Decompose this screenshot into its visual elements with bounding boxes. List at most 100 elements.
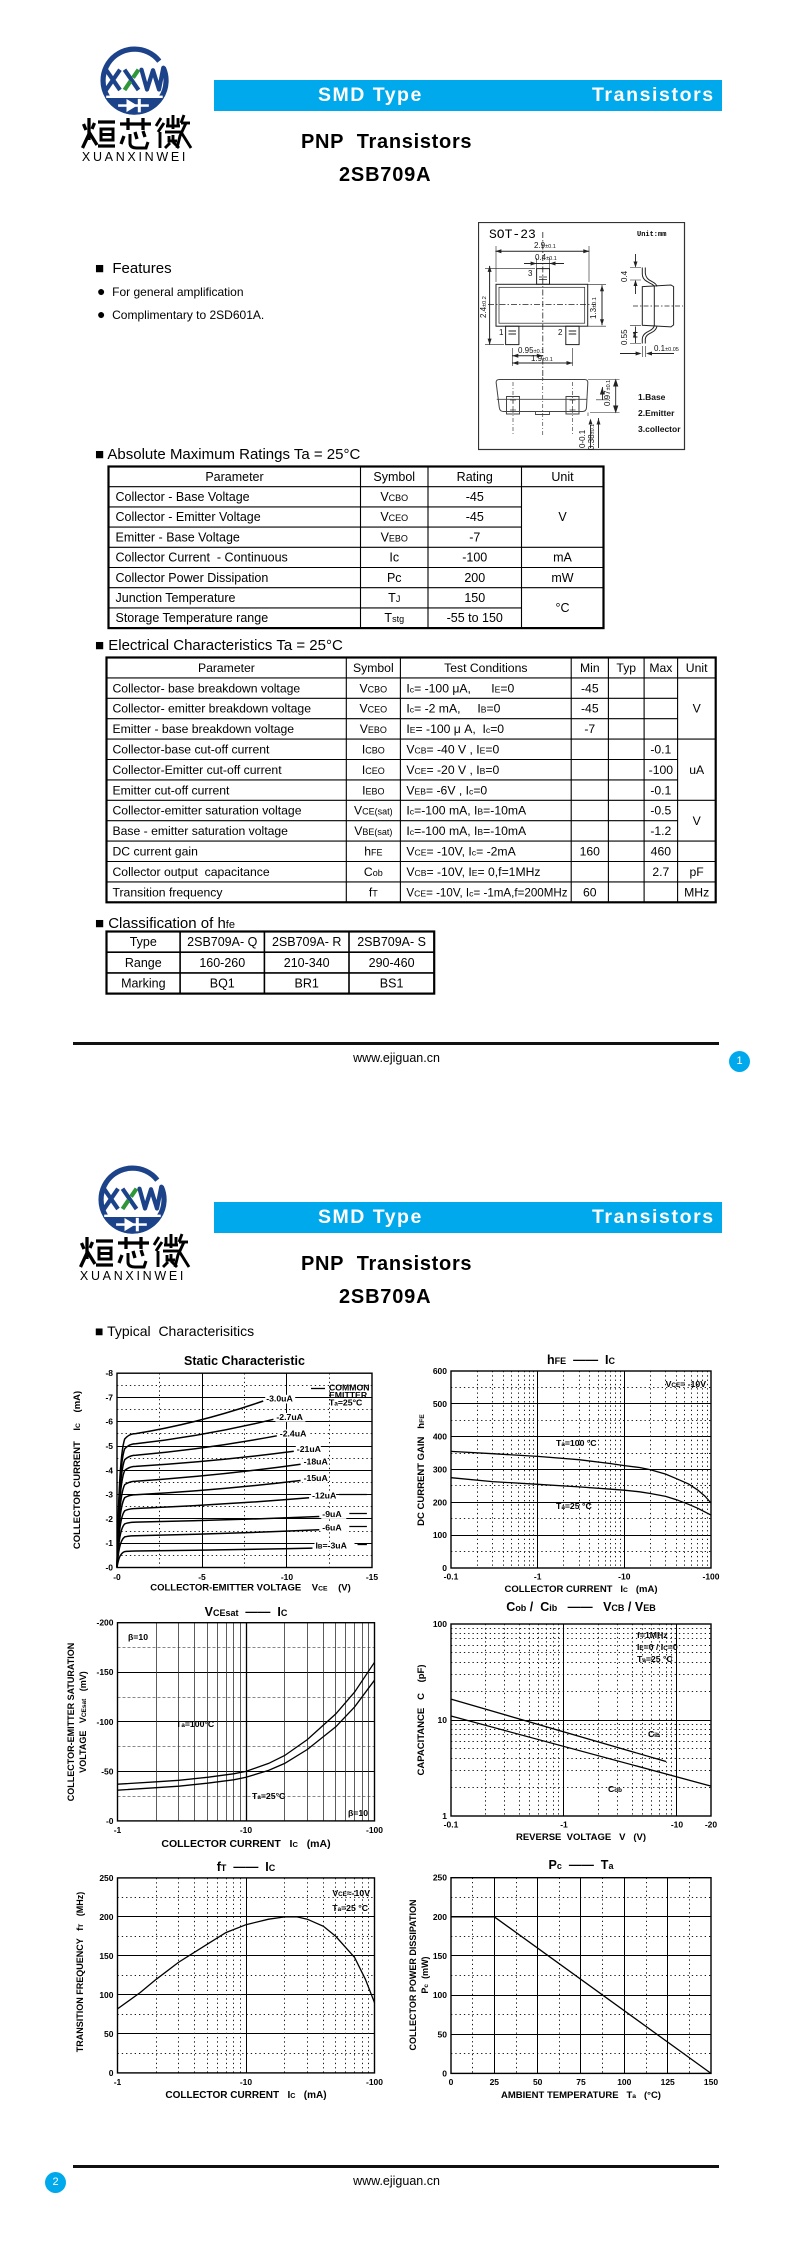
svg-text:100: 100 [99, 1990, 113, 2000]
svg-text:-7: -7 [469, 530, 480, 544]
svg-text:TJ: TJ [388, 591, 400, 605]
svg-text:XUANXINWEI: XUANXINWEI [82, 150, 188, 164]
svg-text:200: 200 [433, 1497, 447, 1507]
svg-text:Max: Max [649, 661, 672, 675]
svg-text:VCE= -10V: VCE= -10V [666, 1379, 707, 1389]
svg-text:160: 160 [580, 845, 601, 859]
svg-text:COLLECTOR POWER DISSIPATION: COLLECTOR POWER DISSIPATION [408, 1899, 418, 2050]
svg-text:VCB= -40 V , IE=0: VCB= -40 V , IE=0 [406, 743, 499, 757]
svg-text:-15: -15 [366, 1572, 379, 1582]
svg-text:hFE —— IC: hFE —— IC [547, 1353, 616, 1367]
svg-text:-0.1: -0.1 [444, 1820, 459, 1830]
svg-text:-100: -100 [366, 1825, 383, 1835]
svg-text:IE= -100 μ A, Ic=0: IE= -100 μ A, Ic=0 [406, 722, 504, 736]
svg-text:0.95±0.1: 0.95±0.1 [518, 346, 544, 355]
svg-text:VCBO: VCBO [380, 490, 408, 504]
svg-text:V: V [692, 814, 701, 828]
svg-text:Ic= -2 mA, IB=0: Ic= -2 mA, IB=0 [406, 702, 500, 716]
svg-text:Cib: Cib [648, 1729, 660, 1739]
svg-text:1: 1 [442, 1811, 447, 1821]
svg-text:IE=0 / IC=0: IE=0 / IC=0 [637, 1642, 678, 1652]
svg-text:Pc: Pc [386, 571, 401, 585]
svg-text:BR1: BR1 [295, 976, 319, 990]
svg-text:VCBO: VCBO [359, 682, 387, 696]
svg-text:0.1±0.05: 0.1±0.05 [654, 344, 679, 353]
svg-text:VCEsat —— IC: VCEsat —— IC [205, 1605, 288, 1619]
svg-text:-0.1: -0.1 [650, 743, 671, 757]
svg-text:Marking: Marking [121, 976, 166, 990]
svg-text:0: 0 [109, 2068, 114, 2078]
svg-text:0.38±0.1: 0.38±0.1 [587, 424, 596, 450]
svg-text:-0: -0 [113, 1572, 121, 1582]
svg-text:-0: -0 [105, 1563, 113, 1573]
svg-text:100: 100 [433, 1530, 447, 1540]
svg-text:REVERSE VOLTAGE V (V): REVERSE VOLTAGE V (V) [516, 1832, 646, 1843]
svg-text:600: 600 [433, 1366, 447, 1376]
svg-text:Ic=-100 mA, IB=-10mA: Ic=-100 mA, IB=-10mA [406, 824, 527, 838]
svg-text:V: V [692, 702, 701, 716]
svg-text:150: 150 [433, 1951, 447, 1961]
svg-text:Collector-base cut-off current: Collector-base cut-off current [112, 743, 270, 757]
svg-text:Collector output capacitance: Collector output capacitance [112, 865, 269, 879]
svg-text:-45: -45 [465, 510, 483, 524]
svg-text:Ta=25°C: Ta=25°C [252, 1791, 286, 1801]
svg-text:-3: -3 [105, 1490, 113, 1500]
svg-text:uA: uA [689, 763, 705, 777]
svg-text:-0.1: -0.1 [650, 784, 671, 798]
svg-text:-7: -7 [584, 722, 595, 736]
svg-text:160-260: 160-260 [199, 956, 245, 970]
svg-text:400: 400 [433, 1432, 447, 1442]
svg-text:-6uA: -6uA [322, 1522, 342, 1532]
svg-text:Ta=25°C: Ta=25°C [329, 1398, 363, 1408]
svg-text:-5: -5 [198, 1572, 206, 1582]
svg-text:Ic: Ic [389, 551, 399, 565]
svg-text:Static Characteristic: Static Characteristic [184, 1354, 305, 1368]
svg-text:-3.0uA: -3.0uA [266, 1394, 293, 1404]
svg-text:-2: -2 [105, 1514, 113, 1524]
svg-text:50: 50 [438, 2029, 448, 2039]
svg-text:1.3±0.1: 1.3±0.1 [589, 297, 598, 319]
svg-text:75: 75 [576, 2077, 586, 2087]
svg-text:Ta=25 °C: Ta=25 °C [332, 1903, 368, 1913]
svg-text:VEBO: VEBO [360, 722, 387, 736]
svg-text:ICEO: ICEO [362, 763, 385, 777]
svg-text:Junction Temperature: Junction Temperature [115, 591, 235, 605]
svg-text:Ic= -100 μA, IE=0: Ic= -100 μA, IE=0 [406, 682, 514, 696]
svg-text:VCE= -10V, Ic= -1mA,f=200MHz: VCE= -10V, Ic= -1mA,f=200MHz [406, 887, 567, 900]
svg-text:Collector - Emitter Voltage: Collector - Emitter Voltage [115, 510, 260, 524]
svg-text:DC current gain: DC current gain [112, 845, 197, 859]
svg-text:mA: mA [553, 551, 572, 565]
svg-text:-15uA: -15uA [304, 1473, 329, 1483]
svg-text:-10: -10 [281, 1572, 294, 1582]
svg-text:2: 2 [558, 328, 563, 337]
svg-text:Ta=25 °C: Ta=25 °C [556, 1501, 592, 1511]
svg-text:-100: -100 [96, 1717, 113, 1727]
svg-text:200: 200 [464, 571, 485, 585]
svg-text:150: 150 [99, 1951, 113, 1961]
svg-text:-100: -100 [702, 1572, 719, 1582]
svg-text:VCE≈-10V: VCE≈-10V [332, 1888, 370, 1898]
svg-text:-7: -7 [105, 1392, 113, 1402]
svg-text:Typ: Typ [616, 661, 636, 675]
svg-text:MHz: MHz [684, 886, 709, 900]
svg-text:150: 150 [464, 591, 485, 605]
svg-text:500: 500 [433, 1399, 447, 1409]
svg-text:-10: -10 [240, 1825, 253, 1835]
svg-text:Cob: Cob [364, 865, 383, 879]
svg-text:Collector - Base Voltage: Collector - Base Voltage [115, 490, 249, 504]
svg-text:°C: °C [555, 601, 569, 615]
svg-text:3: 3 [528, 269, 533, 278]
svg-text:Cob / Cib —— VCB / VEB: Cob / Cib —— VCB / VEB [506, 1600, 656, 1614]
svg-text:Unit: Unit [686, 661, 708, 675]
svg-text:Ta=100 °C: Ta=100 °C [556, 1438, 597, 1448]
svg-text:-50: -50 [101, 1766, 114, 1776]
svg-text:-1: -1 [114, 1825, 122, 1835]
svg-text:VEB= -6V , Ic=0: VEB= -6V , Ic=0 [406, 784, 487, 798]
svg-text:-45: -45 [581, 702, 599, 716]
svg-text:150: 150 [704, 2077, 718, 2087]
svg-text:Ic=-100 mA, IB=-10mA: Ic=-100 mA, IB=-10mA [406, 804, 527, 818]
svg-text:SOT-23: SOT-23 [489, 227, 536, 242]
svg-text:COLLECTOR CURRENT IC (mA: COLLECTOR CURRENT IC (mA) [72, 1391, 83, 1549]
svg-text:Symbol: Symbol [373, 470, 415, 484]
svg-text:-100: -100 [462, 551, 487, 565]
